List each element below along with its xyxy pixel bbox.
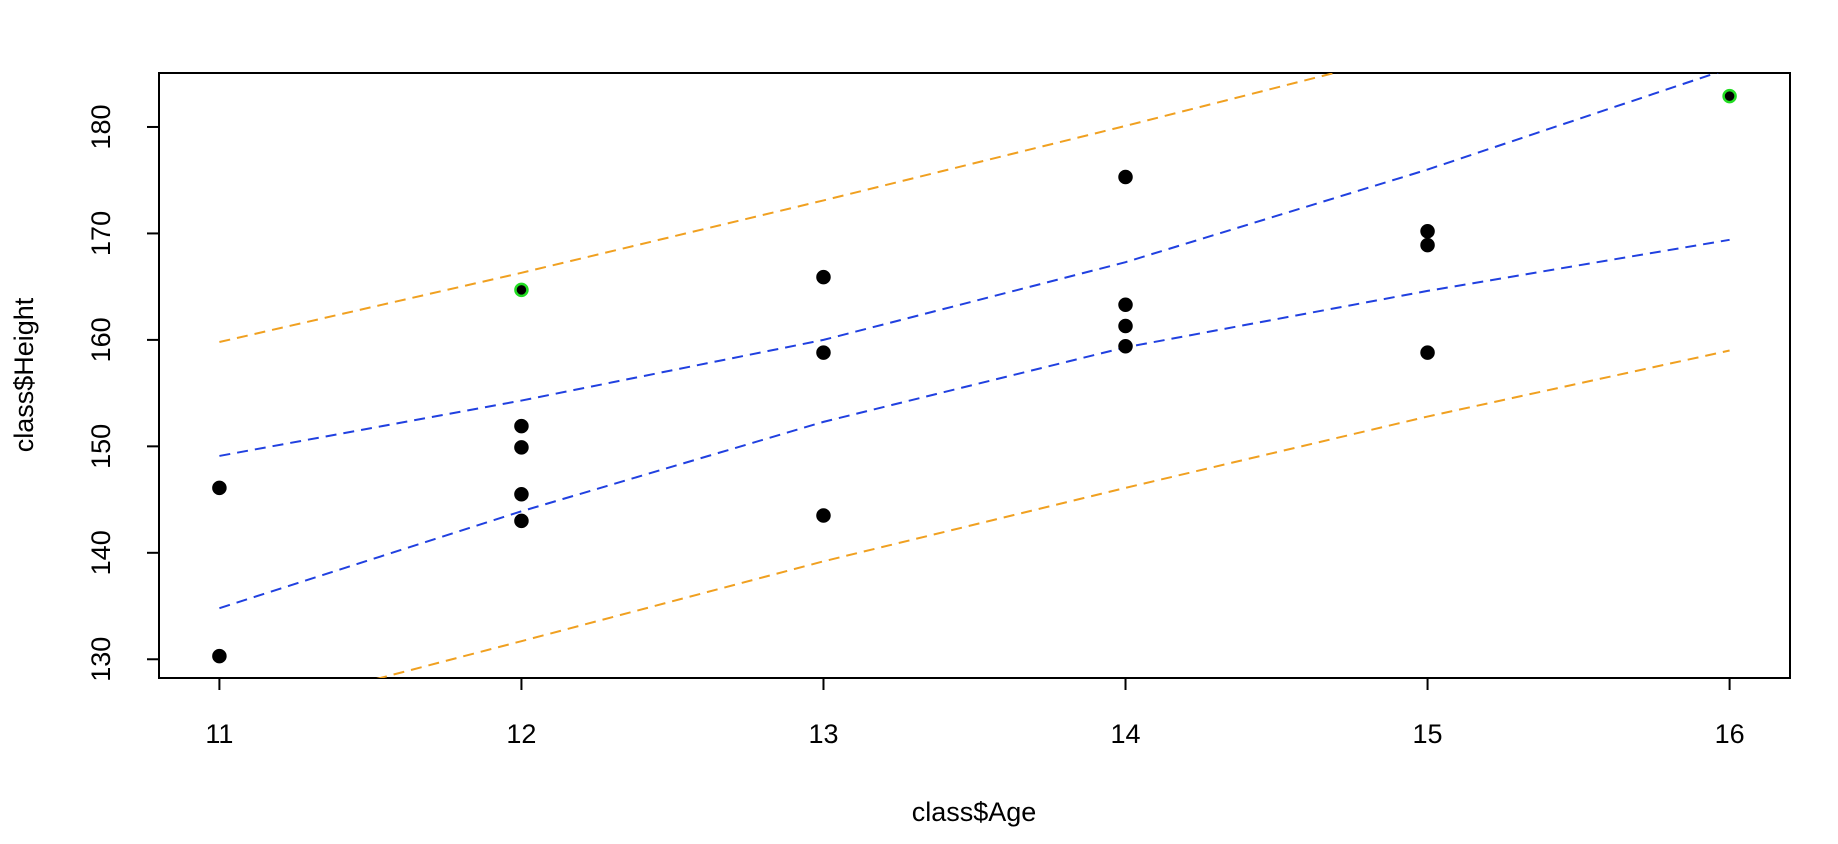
point bbox=[1420, 237, 1435, 253]
point bbox=[514, 418, 529, 434]
point bbox=[1118, 169, 1133, 185]
band-line bbox=[376, 349, 1730, 678]
band-line bbox=[219, 73, 1720, 457]
point bbox=[1118, 297, 1133, 313]
point bbox=[514, 513, 529, 529]
y-axis-label: class$Height bbox=[9, 297, 39, 452]
y-tick-label: 150 bbox=[86, 424, 116, 469]
point bbox=[514, 487, 529, 502]
point bbox=[212, 648, 227, 664]
x-axis-label: class$Age bbox=[912, 797, 1037, 827]
point bbox=[816, 269, 831, 285]
point bbox=[212, 480, 227, 496]
point bbox=[1420, 224, 1435, 239]
x-tick-label: 16 bbox=[1715, 719, 1745, 749]
x-tick-label: 15 bbox=[1413, 719, 1443, 749]
band-line bbox=[219, 238, 1730, 610]
point bbox=[816, 508, 831, 523]
point bbox=[1420, 345, 1435, 360]
band-line bbox=[219, 73, 1339, 343]
y-tick-label: 130 bbox=[86, 637, 116, 682]
point bbox=[1118, 339, 1133, 354]
x-tick-label: 11 bbox=[205, 719, 233, 749]
x-tick-label: 14 bbox=[1110, 719, 1140, 749]
point bbox=[1722, 88, 1737, 104]
x-tick-label: 13 bbox=[808, 719, 838, 749]
point bbox=[816, 345, 831, 360]
point bbox=[514, 282, 529, 298]
point bbox=[514, 440, 529, 455]
plot-frame bbox=[158, 72, 1791, 679]
point bbox=[1118, 318, 1133, 334]
y-tick-label: 170 bbox=[86, 211, 116, 256]
y-tick-label: 180 bbox=[86, 104, 116, 149]
y-tick-label: 140 bbox=[86, 530, 116, 575]
y-tick-label: 160 bbox=[86, 317, 116, 362]
plot-area bbox=[212, 73, 1737, 678]
x-tick-label: 12 bbox=[506, 719, 536, 749]
